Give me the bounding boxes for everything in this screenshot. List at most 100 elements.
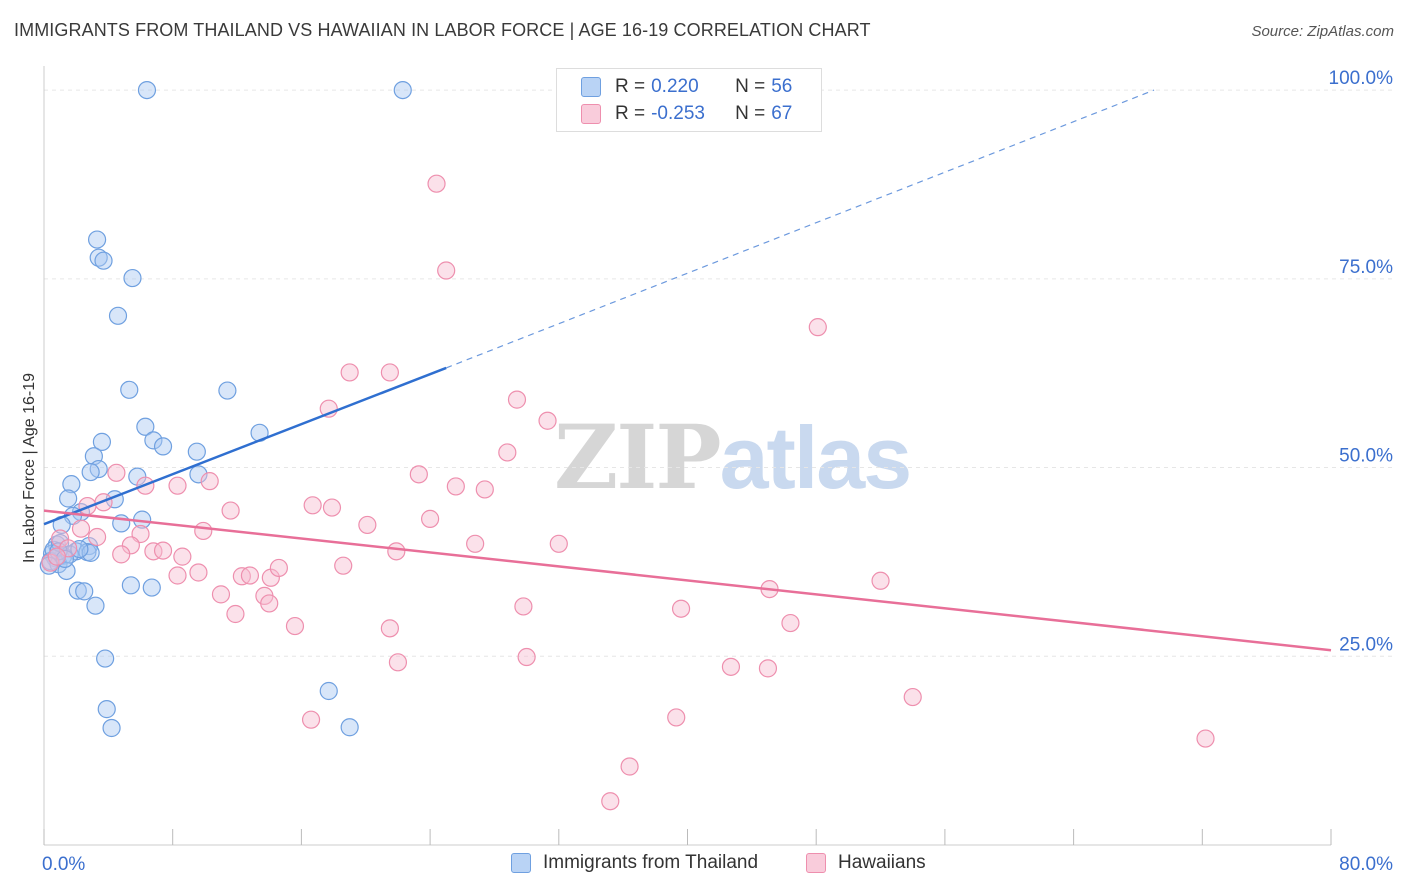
hawaiians-point — [409, 465, 428, 484]
thailand-point — [102, 718, 121, 738]
trend-lines — [43, 89, 1332, 652]
thailand-point — [81, 462, 100, 482]
y-tick-label: 75.0% — [1339, 257, 1393, 278]
thailand-point — [393, 80, 412, 100]
source-credit: Source: ZipAtlas.com — [1251, 23, 1394, 40]
watermark: ZIPatlas — [554, 405, 913, 509]
thailand-point — [81, 543, 100, 562]
thailand-point — [123, 268, 142, 288]
chart-title: IMMIGRANTS FROM THAILAND VS HAWAIIAN IN … — [14, 20, 871, 40]
hawaiians-point — [334, 556, 353, 575]
legend-row-hawaiians: R = -0.253 N = 67 — [581, 101, 792, 127]
series-legend: Immigrants from Thailand Hawaiians — [0, 852, 1406, 878]
watermark-atlas: atlas — [719, 408, 913, 507]
hawaiians-point — [498, 443, 517, 462]
hawaiians-point — [667, 708, 686, 727]
thailand-point — [89, 248, 108, 267]
hawaiians-point — [71, 519, 91, 538]
thailand-point — [153, 437, 173, 456]
legend-r-value: -0.253 — [651, 103, 705, 124]
thailand-point — [108, 306, 128, 325]
legend-swatch-pink — [806, 853, 826, 873]
hawaiians-point — [194, 521, 213, 541]
hawaiians-point — [47, 547, 66, 566]
hawaiians-point — [427, 174, 446, 193]
thailand-point — [62, 475, 81, 494]
legend-item-hawaiians: Hawaiians — [806, 852, 926, 874]
thailand-point — [218, 381, 237, 400]
thailand-point — [144, 431, 163, 450]
hawaiians-point — [301, 710, 321, 729]
thailand-trend-extension — [445, 89, 1155, 369]
series-hawaiians-points — [41, 174, 1215, 811]
y-tick-label: 100.0% — [1329, 68, 1394, 89]
thailand-trend-line — [43, 366, 447, 526]
hawaiians-point — [380, 363, 399, 382]
hawaiians-point — [260, 594, 279, 613]
hawaiians-point — [200, 472, 219, 491]
hawaiians-point — [226, 604, 245, 624]
hawaiians-point — [112, 545, 131, 564]
thailand-point — [87, 230, 107, 249]
hawaiians-point — [107, 463, 126, 482]
thailand-point — [121, 576, 140, 595]
hawaiians-point — [380, 619, 399, 638]
hawaiians-point — [466, 534, 485, 553]
hawaiians-point — [221, 501, 240, 520]
legend-row-thailand: R = 0.220 N = 56 — [581, 74, 792, 100]
legend-n-value: 56 — [771, 76, 793, 97]
legend-series-name: Hawaiians — [838, 852, 926, 873]
hawaiians-point — [168, 476, 187, 495]
thailand-point — [94, 251, 113, 270]
hawaiians-point — [514, 597, 533, 616]
legend-n-label: N = — [735, 76, 766, 97]
thailand-point — [189, 465, 208, 484]
hawaiians-point — [387, 542, 406, 561]
hawaiians-point — [903, 687, 922, 707]
thailand-point — [340, 718, 359, 737]
hawaiians-point — [601, 792, 620, 811]
legend-swatch-blue — [511, 853, 531, 873]
hawaiians-point — [189, 563, 208, 582]
hawaiians-point — [549, 534, 568, 553]
thailand-point — [137, 80, 157, 100]
hawaiians-point — [303, 496, 322, 515]
hawaiians-point — [538, 411, 557, 430]
legend-box: R = 0.220 N = 56 R = -0.253 N = 67 — [556, 68, 822, 132]
thailand-point — [136, 417, 155, 436]
hawaiians-point — [144, 542, 163, 561]
legend-r-value: 0.220 — [651, 76, 699, 97]
axes — [43, 66, 1332, 846]
hawaiians-point — [1196, 729, 1215, 748]
hawaiians-point — [340, 363, 359, 382]
hawaiians-point — [121, 536, 140, 555]
x-tick-label: 0.0% — [42, 854, 85, 875]
hawaiians-point — [781, 613, 800, 633]
hawaiians-point — [758, 659, 778, 678]
thailand-point — [97, 700, 116, 719]
thailand-point — [142, 578, 161, 597]
hawaiians-point — [446, 477, 465, 496]
hawaiians-point — [358, 515, 377, 535]
hawaiians-point — [421, 509, 440, 528]
hawaiians-point — [808, 318, 827, 337]
hawaiians-point — [285, 616, 305, 636]
thailand-point — [59, 489, 78, 508]
thailand-point — [75, 582, 94, 601]
thailand-point — [68, 581, 87, 600]
hawaiians-trend-line — [43, 509, 1332, 652]
legend-n-value: 67 — [771, 103, 793, 124]
hawaiians-point — [168, 566, 187, 585]
hawaiians-point — [269, 558, 288, 578]
series-thailand-points — [39, 80, 412, 738]
hawaiians-point — [475, 480, 494, 499]
hawaiians-point — [507, 390, 527, 409]
legend-swatch-pink — [581, 104, 601, 124]
y-tick-label: 25.0% — [1339, 634, 1393, 655]
hawaiians-point — [211, 585, 231, 604]
hawaiians-point — [87, 527, 107, 547]
legend-item-thailand: Immigrants from Thailand — [511, 852, 758, 874]
hawaiians-point — [388, 653, 408, 672]
hawaiians-point — [240, 566, 260, 585]
